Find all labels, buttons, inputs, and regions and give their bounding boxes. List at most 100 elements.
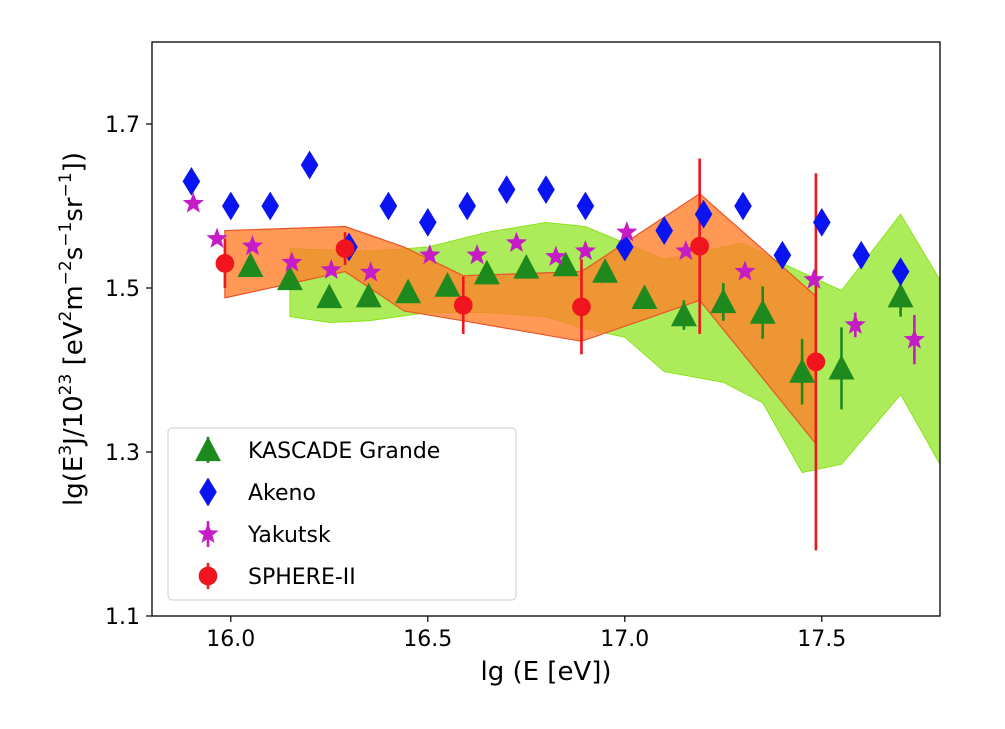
yakutsk-point-7 [419, 244, 441, 265]
y-tick-label-1: 1.1 [105, 605, 140, 630]
akeno-point-15 [734, 191, 752, 221]
legend-marker-akeno [199, 477, 217, 507]
legend-label-akeno: Akeno [248, 481, 316, 506]
kascade-grande-point-8 [513, 254, 540, 279]
x-tick-label-3: 17.0 [600, 627, 649, 652]
x-tick-label-2: 16.5 [403, 627, 452, 652]
legend-marker-sphere-ii [198, 566, 218, 586]
legend-entries: KASCADE Grande Akeno Yakutsk SPHERE-II [195, 436, 440, 590]
sphere-ii-point-1 [215, 254, 235, 273]
yakutsk-point-4 [281, 251, 303, 272]
kascade-grande-point-5 [395, 278, 422, 304]
sphere-ii-point-3 [453, 295, 473, 315]
akeno-point-10 [537, 175, 555, 204]
legend-entry-sphere-ii: SPHERE-II [198, 563, 356, 590]
yakutsk-point-11 [574, 239, 597, 261]
yakutsk-point-9 [505, 231, 528, 252]
kascade-grande-point-6 [434, 272, 461, 297]
akeno-point-1 [182, 167, 201, 196]
legend-label-kascade-grande: KASCADE Grande [248, 439, 440, 464]
legend-entry-kascade-grande: KASCADE Grande [195, 436, 440, 464]
akeno-point-8 [458, 191, 476, 221]
yakutsk-point-16 [844, 313, 866, 334]
akeno-point-13 [655, 216, 673, 245]
kascade-grande-point-9 [552, 251, 579, 277]
yakutsk-point-1 [182, 192, 204, 213]
y-title-sup-m1b: −1 [56, 172, 76, 197]
legend-marker-yakutsk [197, 522, 219, 544]
kascade-grande-point-7 [473, 259, 500, 285]
akeno-point-16 [773, 240, 792, 270]
y-title-sup-3: 3 [56, 445, 76, 456]
kascade-grande-point-11 [631, 284, 658, 309]
y-tick-label-3: 1.5 [105, 277, 140, 302]
legend-box [167, 427, 517, 601]
yakutsk-point-10 [545, 245, 567, 266]
kascade-grande-point-15 [789, 358, 816, 383]
y-title-sup-m1a: −1 [56, 222, 76, 247]
kascade-grande-point-4 [355, 282, 382, 308]
x-tick-label-4: 17.5 [797, 627, 846, 652]
yakutsk-point-15 [803, 268, 825, 289]
akeno-point-11 [576, 191, 595, 221]
yakutsk-point-12 [616, 221, 638, 242]
legend-label-sphere-ii: SPHERE-II [248, 565, 356, 590]
akeno-point-18 [852, 240, 870, 270]
kascade-grande-point-14 [749, 299, 776, 324]
y-title-sup-23: 23 [56, 374, 76, 396]
legend-entry-akeno: Akeno [199, 477, 316, 507]
legend-label-yakutsk: Yakutsk [247, 523, 331, 548]
akeno-point-19 [891, 257, 910, 286]
yakutsk-point-2 [206, 227, 228, 248]
kascade-grande-point-1 [237, 252, 264, 278]
akeno-point-7 [419, 208, 437, 237]
x-tick-label-1: 16.0 [206, 627, 255, 652]
akeno-point-2 [222, 191, 240, 221]
akeno-point-3 [261, 191, 279, 221]
akeno-point-14 [694, 199, 713, 229]
x-axis-title: lg (E [eV]) [480, 657, 611, 687]
series-yakutsk [182, 192, 925, 349]
y-tick-label-2: 1.3 [105, 441, 140, 466]
plot-frame [151, 41, 941, 617]
kascade-grande-point-2 [276, 265, 303, 291]
akeno-point-9 [497, 175, 516, 204]
y-title-units: [eV [59, 321, 89, 373]
kascade-grande-point-12 [670, 301, 697, 327]
kascade-grande-point-3 [316, 283, 343, 309]
kascade-grande-point-17 [887, 282, 914, 308]
sphere-ii-point-4 [572, 297, 591, 317]
yakutsk-point-5 [320, 258, 342, 279]
series-kascade-grande [237, 251, 914, 383]
yakutsk-point-6 [360, 261, 382, 282]
yakutsk-point-14 [734, 260, 756, 281]
y-title-sup-m2: −2 [56, 260, 76, 285]
sphere-ii-point-5 [690, 236, 710, 256]
akeno-point-4 [300, 150, 319, 180]
sphere-ii-point-2 [335, 239, 355, 258]
akeno-point-6 [379, 191, 398, 221]
akeno-point-17 [813, 208, 831, 237]
ticks-layer: 16.0 16.5 17.0 17.5 1.1 1.3 1.5 1.7 [105, 113, 846, 652]
y-title-sr: sr [59, 197, 89, 222]
yakutsk-point-3 [241, 235, 264, 256]
akeno-point-12 [616, 232, 634, 262]
legend-entry-yakutsk: Yakutsk [197, 521, 331, 548]
sphere-ii-point-6 [806, 352, 826, 372]
yakutsk-point-8 [466, 244, 488, 265]
series-sphere-ii [215, 236, 826, 372]
y-title-mid: J/10 [59, 395, 89, 447]
markers-layer [182, 150, 925, 383]
kascade-grande-point-13 [710, 288, 737, 314]
y-title-prefix: lg(E [59, 456, 89, 506]
legend-marker-kascade-grande [195, 436, 221, 462]
y-title-sup-2: 2 [56, 311, 76, 322]
y-axis-title: lg(E3J/1023 [eV2m−2s−1sr−1]) [56, 152, 89, 506]
y-title-close: ]) [59, 152, 89, 172]
kascade-grande-point-10 [592, 258, 619, 283]
yakutsk-point-13 [675, 239, 697, 261]
kascade-grande-point-16 [828, 354, 855, 380]
legend: KASCADE Grande Akeno Yakutsk SPHERE-II [167, 427, 517, 601]
y-title-s: s [59, 247, 89, 261]
